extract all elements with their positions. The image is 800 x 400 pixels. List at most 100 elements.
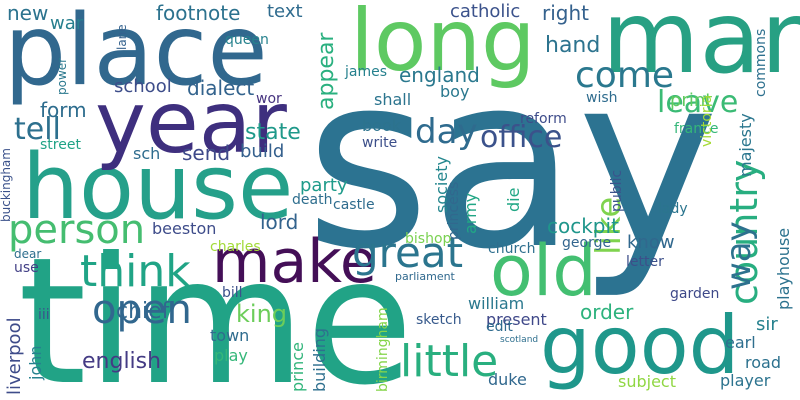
word-birmingham: birmingham [375, 307, 391, 392]
word-john: john [26, 345, 45, 380]
word-castle: castle [333, 197, 375, 213]
word-sir: sir [756, 314, 778, 335]
word-great: great [352, 228, 464, 277]
word-office: office [480, 120, 563, 155]
word-book: book [362, 116, 401, 135]
word-person: person [8, 207, 146, 253]
word-bishop: bishop [405, 231, 452, 247]
word-know: know [627, 232, 675, 253]
word-death: death [292, 192, 333, 208]
word-reform: reform [520, 111, 567, 127]
word-present: present [486, 310, 547, 329]
word-street: street [40, 137, 81, 153]
word-letter: letter [626, 254, 664, 270]
word-state: state [245, 120, 301, 145]
word-send: send [182, 141, 231, 165]
word-william: william [468, 294, 525, 313]
word-commons: commons [753, 28, 769, 97]
word-long: long [350, 0, 536, 91]
word-duke: duke [488, 370, 527, 389]
word-appear: appear [314, 32, 339, 110]
word-print: print [670, 90, 713, 111]
word-player: player [720, 371, 771, 390]
word-chief: chief [116, 299, 170, 324]
word-lane: lane [115, 24, 129, 50]
word-edit: edit [486, 319, 513, 335]
word-parliament: parliament [395, 270, 455, 283]
word-lady: lady [658, 201, 688, 217]
word-town: town [210, 326, 250, 345]
word-right: right [542, 1, 589, 25]
word-way: way [719, 221, 759, 290]
word-king: king [236, 300, 288, 328]
word-majesty: majesty [736, 113, 755, 177]
word-england: england [399, 63, 480, 87]
word-george: george [562, 235, 612, 251]
word-house: house [22, 135, 294, 240]
word-open: open [92, 287, 192, 333]
word-dialect: dialect [187, 76, 255, 100]
word-charles: charles [210, 239, 261, 255]
word-church: church [488, 241, 536, 257]
word-cockpit: cockpit [547, 214, 619, 238]
word-party: party [300, 175, 348, 196]
word-form: form [40, 98, 87, 122]
word-wor: wor [256, 91, 282, 107]
word-write: write [362, 135, 398, 151]
word-army: army [461, 192, 480, 234]
word-time: time [18, 221, 414, 400]
word-boy: boy [440, 82, 470, 101]
word-build: build [240, 141, 285, 162]
word-queen: queen [225, 32, 269, 48]
word-beeston: beeston [152, 219, 217, 238]
word-school: school [114, 76, 172, 97]
word-war: war [50, 13, 84, 34]
word-garden: garden [670, 286, 720, 302]
word-sch: sch [133, 144, 161, 163]
word-scotland: scotland [500, 335, 539, 345]
word-day: day [415, 112, 478, 152]
word-text: text [267, 1, 303, 22]
word-good: good [540, 299, 740, 392]
word-lord: lord [260, 210, 299, 234]
word-place: place [4, 0, 268, 108]
word-new: new [7, 1, 49, 25]
word-road: road [745, 353, 781, 372]
word-use: use [14, 260, 39, 276]
word-james: james [345, 64, 388, 80]
word-public: public [609, 169, 625, 212]
word-english: english [82, 349, 162, 374]
word-wish: wish [586, 90, 618, 106]
word-shall: shall [374, 90, 412, 109]
word-make: make [212, 227, 377, 297]
word-catholic: catholic [450, 1, 521, 22]
word-order: order [580, 300, 634, 324]
word-man: man [602, 0, 800, 96]
word-subject: subject [618, 372, 676, 391]
word-playhouse: playhouse [774, 227, 793, 310]
word-iii: iii [38, 307, 50, 323]
word-leave: leave [657, 85, 739, 120]
word-dear: dear [14, 247, 42, 261]
word-little: little [400, 336, 499, 387]
word-year: year [95, 73, 287, 173]
word-play: play [214, 346, 248, 365]
word-earl: earl [725, 333, 756, 352]
word-bill: bill [222, 285, 243, 301]
word-hand: hand [545, 33, 601, 58]
word-buckingham: buckingham [0, 148, 13, 222]
word-building: building [310, 327, 329, 392]
word-die: die [504, 187, 523, 212]
word-prince: prince [288, 342, 307, 392]
word-power: power [55, 57, 69, 95]
word-say: say [305, 22, 720, 302]
word-come: come [575, 55, 675, 96]
word-footnote: footnote [156, 1, 241, 25]
word-liverpool: liverpool [4, 317, 25, 395]
word-victoria: victoria [699, 94, 715, 147]
word-think: think [80, 246, 191, 297]
word-tell: tell [14, 112, 61, 147]
word-sketch: sketch [416, 312, 462, 328]
word-france: france [674, 121, 719, 137]
